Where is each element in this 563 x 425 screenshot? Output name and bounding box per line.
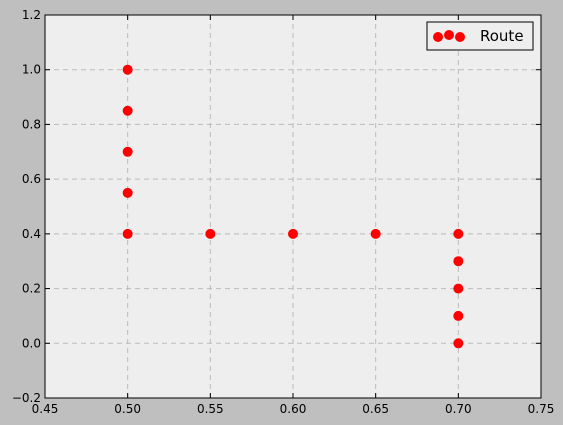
x-tick-label: 0.45 — [32, 402, 59, 416]
x-tick-label: 0.60 — [280, 402, 307, 416]
data-point — [453, 228, 464, 239]
legend-marker — [444, 30, 454, 40]
legend-marker — [455, 32, 465, 42]
data-point — [122, 146, 133, 157]
y-tick-label: 0.6 — [22, 172, 41, 186]
data-point — [370, 228, 381, 239]
data-point — [122, 64, 133, 75]
x-tick-label: 0.70 — [445, 402, 472, 416]
data-point — [122, 187, 133, 198]
x-axis-tick-labels: 0.45 0.50 0.55 0.60 0.65 0.70 0.75 — [32, 402, 555, 416]
data-point — [453, 256, 464, 267]
data-point — [122, 228, 133, 239]
legend-label: Route — [480, 27, 524, 45]
y-tick-label: 1.2 — [22, 8, 41, 22]
x-tick-label: 0.65 — [362, 402, 389, 416]
y-tick-label: 0.0 — [22, 336, 41, 350]
x-tick-label: 0.50 — [114, 402, 141, 416]
y-tick-label: −0.2 — [12, 391, 41, 405]
x-tick-label: 0.75 — [528, 402, 555, 416]
data-point — [122, 105, 133, 116]
y-tick-label: 0.4 — [22, 227, 41, 241]
data-point — [453, 338, 464, 349]
x-tick-label: 0.55 — [197, 402, 224, 416]
y-axis-tick-labels: −0.2 0.0 0.2 0.4 0.6 0.8 1.0 1.2 — [12, 8, 41, 405]
legend: Route — [426, 21, 534, 51]
y-tick-label: 1.0 — [22, 63, 41, 77]
axis-ticks — [44, 14, 542, 399]
y-tick-label: 0.2 — [22, 282, 41, 296]
y-tick-label: 0.8 — [22, 117, 41, 131]
data-point — [453, 283, 464, 294]
data-point — [205, 228, 216, 239]
data-point — [288, 228, 298, 239]
data-point — [453, 310, 464, 321]
data-points — [122, 64, 464, 349]
legend-marker — [433, 32, 443, 42]
